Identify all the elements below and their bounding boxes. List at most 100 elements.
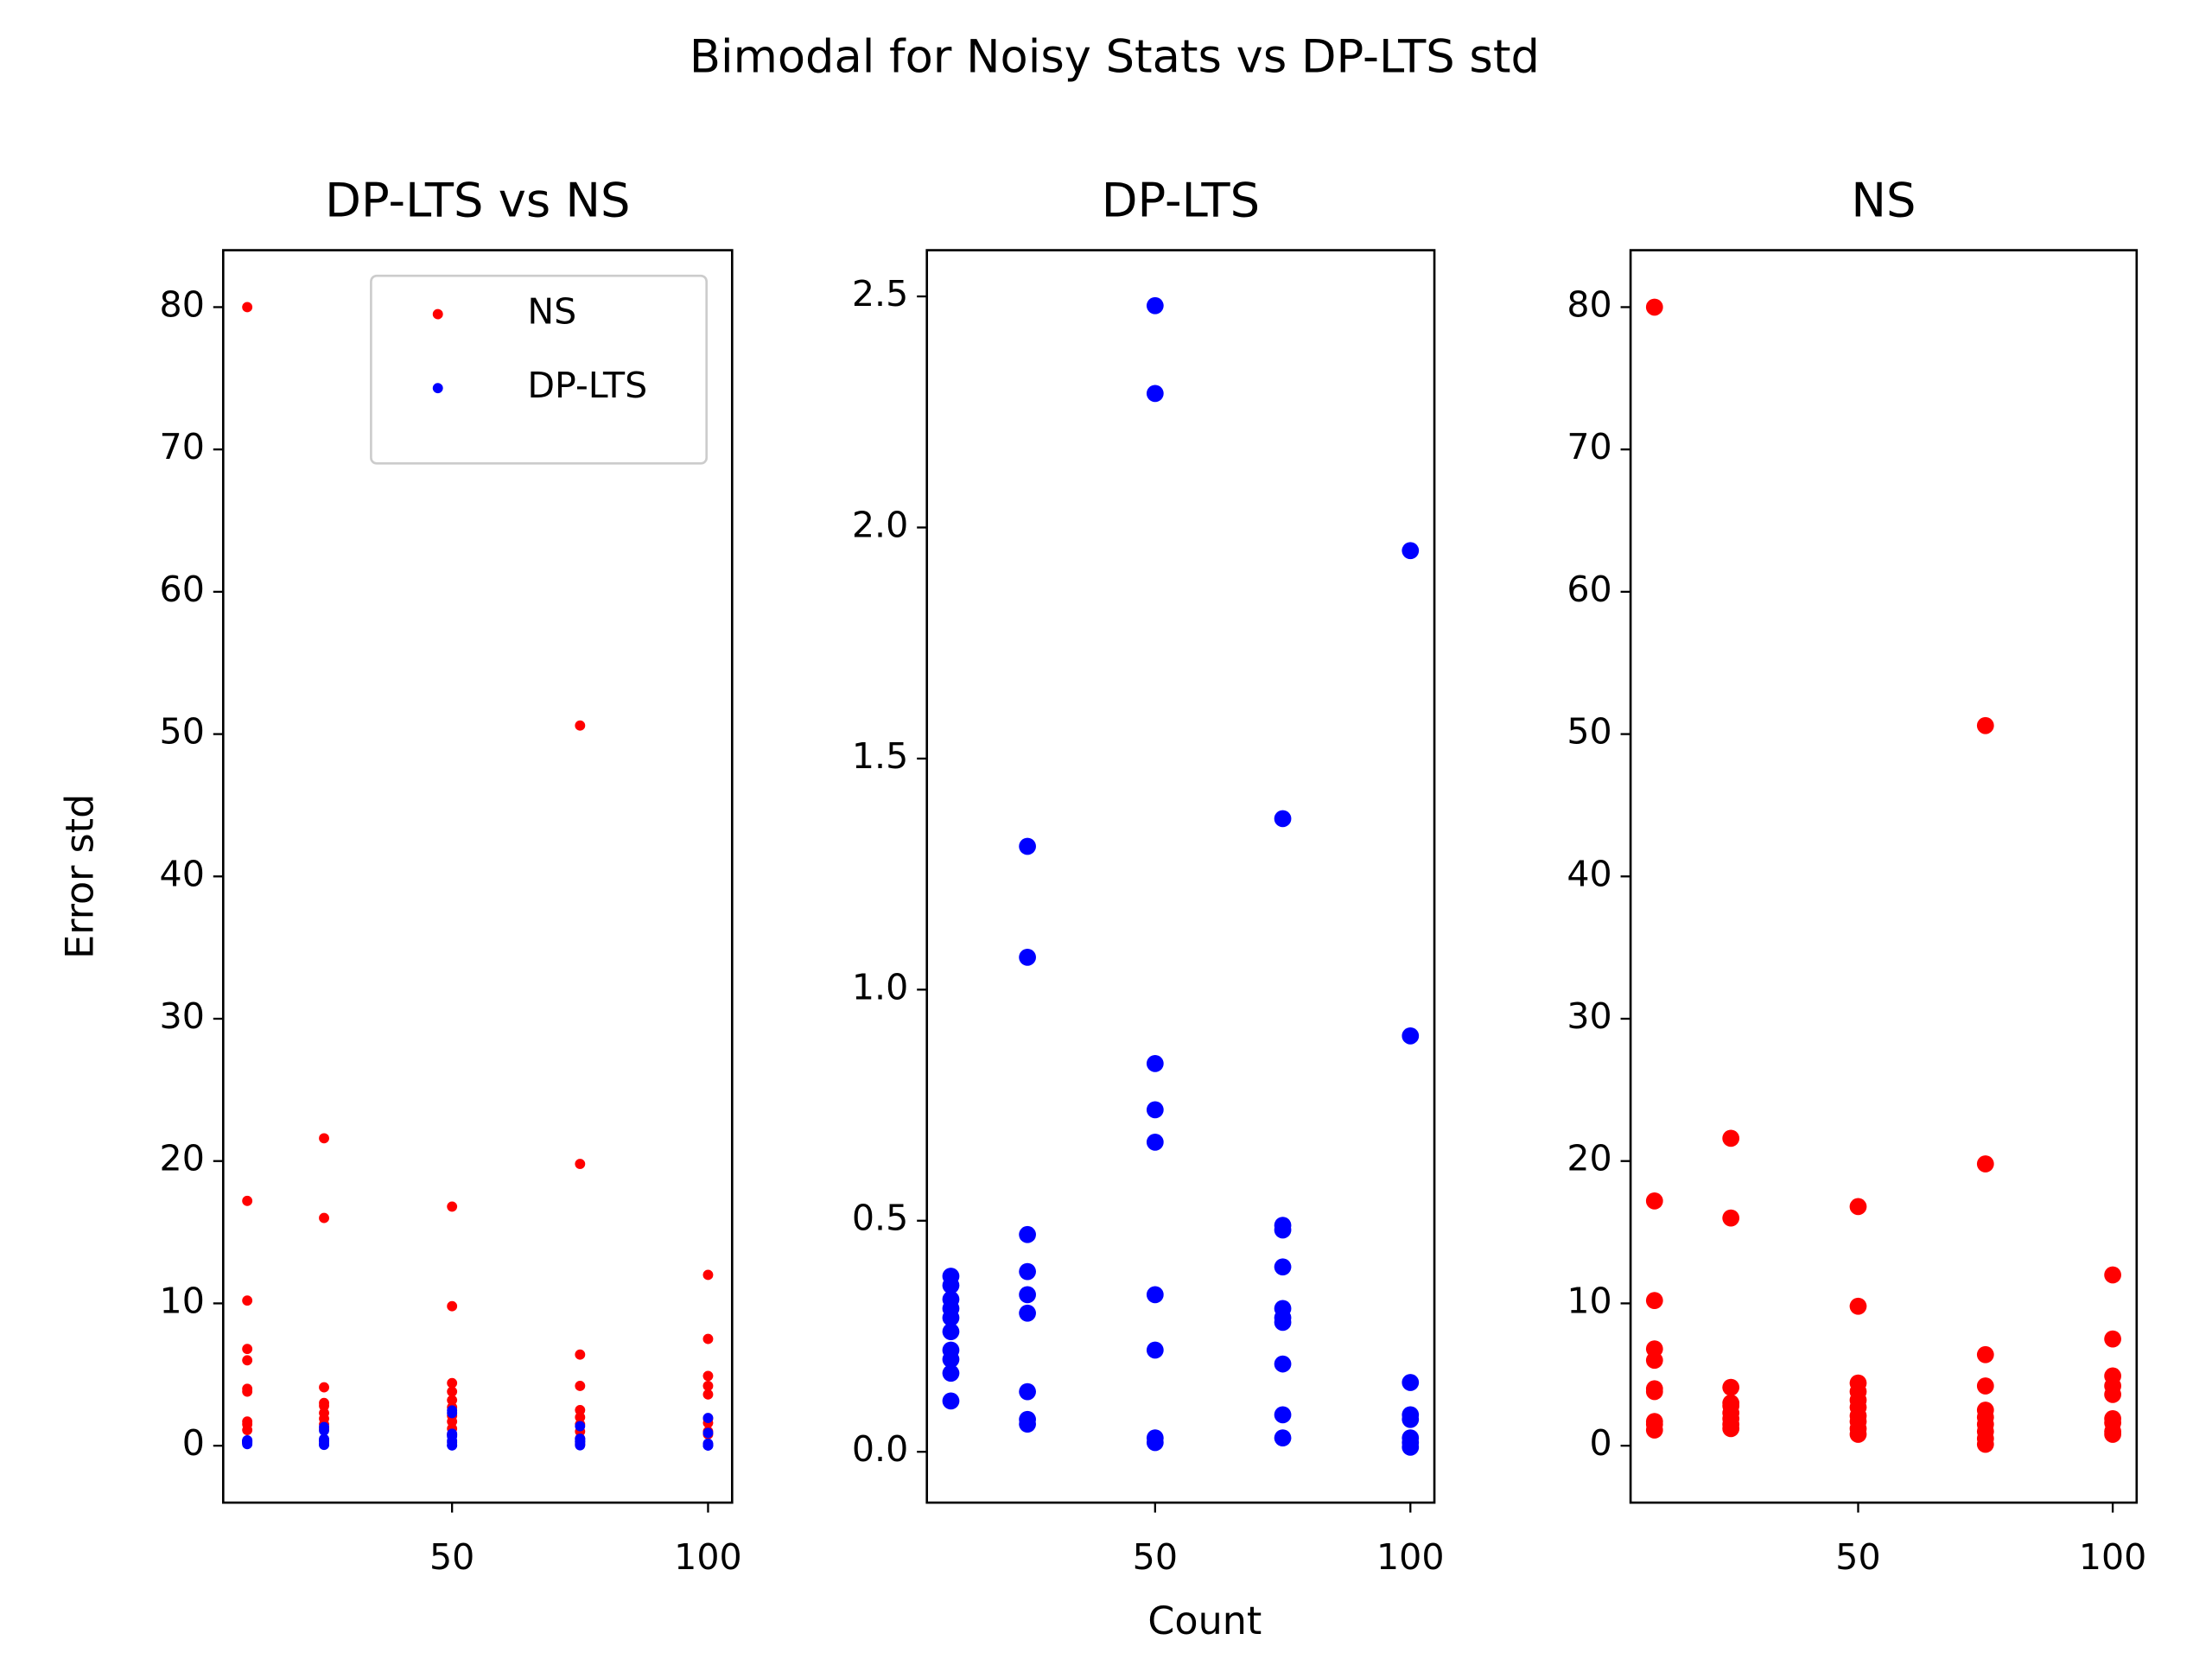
point [1146, 1133, 1164, 1151]
point [575, 1440, 586, 1451]
point [1645, 1292, 1663, 1310]
point [319, 1133, 329, 1144]
point [942, 1364, 960, 1382]
y-tick-label: 60 [160, 569, 205, 610]
point [1645, 1351, 1663, 1370]
point [447, 1395, 458, 1406]
point [242, 1425, 253, 1435]
point [1146, 1433, 1164, 1452]
point [1274, 810, 1292, 828]
point [1146, 1341, 1164, 1359]
point [702, 1381, 714, 1391]
legend-marker [432, 308, 443, 320]
point [447, 1416, 458, 1427]
point [1849, 1297, 1867, 1315]
point [702, 1413, 714, 1423]
y-tick-label: 10 [1567, 1280, 1611, 1321]
y-tick-label: 0.0 [852, 1428, 908, 1470]
point [1722, 1378, 1740, 1396]
point [702, 1440, 714, 1451]
point [242, 1439, 253, 1450]
point [702, 1389, 714, 1400]
y-tick-label: 50 [160, 711, 205, 753]
y-tick-label: 70 [160, 426, 205, 467]
point [702, 1427, 714, 1439]
point [1274, 1355, 1292, 1373]
point [942, 1392, 960, 1410]
point [1976, 1435, 1994, 1453]
point [1849, 1198, 1867, 1216]
point [942, 1309, 960, 1326]
point [702, 1370, 714, 1382]
point [1274, 1313, 1292, 1332]
point [447, 1300, 458, 1312]
point [1274, 1429, 1292, 1447]
point [319, 1440, 329, 1451]
point [1146, 1286, 1164, 1304]
point [575, 1349, 586, 1360]
point [702, 1333, 714, 1344]
point [447, 1386, 458, 1397]
y-tick-label: 30 [1567, 995, 1611, 1037]
point [575, 1405, 586, 1415]
y-tick-label: 80 [160, 283, 205, 325]
point [1645, 1421, 1663, 1439]
point [447, 1440, 458, 1451]
point [942, 1351, 960, 1369]
point [702, 1269, 714, 1281]
plot-frame [925, 249, 1436, 1504]
x-axis-label: Count [1147, 1599, 1262, 1643]
y-tick-label: 20 [1567, 1138, 1611, 1179]
point [319, 1382, 329, 1393]
point [1722, 1209, 1740, 1227]
point [242, 1295, 253, 1306]
point [447, 1201, 458, 1212]
y-tick-label: 30 [160, 995, 205, 1037]
point [1976, 1377, 1994, 1395]
y-tick-label: 80 [1567, 283, 1611, 325]
point [575, 1381, 586, 1391]
point [1019, 1262, 1036, 1281]
point [1722, 1420, 1740, 1438]
point [1402, 1410, 1420, 1428]
point [1645, 298, 1663, 316]
point [1019, 1304, 1036, 1322]
point [1402, 1374, 1420, 1391]
point [1645, 1192, 1663, 1210]
y-tick-label: 70 [1567, 426, 1611, 467]
point [575, 1159, 586, 1169]
point [942, 1276, 960, 1294]
y-tick-label: 10 [160, 1280, 205, 1321]
subplot-title: NS [1851, 173, 1916, 227]
point [1019, 1225, 1036, 1243]
point [319, 1425, 329, 1436]
legend-box [370, 274, 709, 465]
x-tick-label: 100 [1376, 1536, 1445, 1578]
point [447, 1377, 458, 1389]
point [575, 1421, 586, 1432]
legend-label: NS [527, 291, 576, 333]
point [1402, 1027, 1420, 1045]
point [1976, 1155, 1994, 1173]
y-tick-label: 2.0 [852, 504, 908, 545]
y-tick-label: 40 [1567, 853, 1611, 894]
point [1146, 296, 1164, 315]
y-axis-label: Error std [58, 794, 102, 959]
x-tick-label: 100 [674, 1536, 741, 1578]
point [1849, 1426, 1867, 1443]
point [1019, 837, 1036, 855]
point [1146, 1055, 1164, 1072]
point [1019, 1382, 1036, 1401]
point [2104, 1266, 2121, 1284]
point [1976, 1345, 1994, 1363]
y-tick-label: 50 [1567, 711, 1611, 753]
point [319, 1401, 329, 1411]
point [1274, 1406, 1292, 1424]
point [242, 1344, 253, 1355]
subplot-title: DP-LTS [1102, 173, 1260, 227]
point [575, 1412, 586, 1423]
point [1722, 1129, 1740, 1147]
y-tick-label: 2.5 [852, 273, 908, 315]
